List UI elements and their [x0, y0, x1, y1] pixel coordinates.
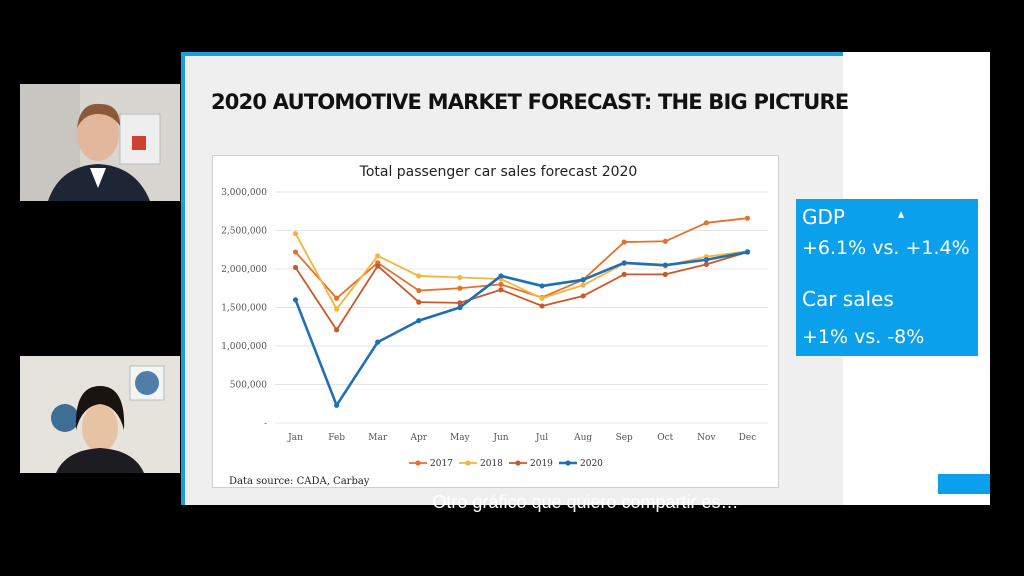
data-point-2020 [457, 304, 463, 311]
data-point-2020 [744, 249, 751, 255]
data-point-2017 [416, 287, 422, 294]
car-sales-label: Car sales [802, 287, 894, 311]
data-point-2018 [539, 295, 545, 301]
data-point-2020 [539, 283, 545, 289]
data-point-2018 [580, 282, 586, 288]
series-line-2017 [294, 217, 748, 300]
data-point-2017 [621, 239, 627, 245]
data-point-2019 [292, 264, 299, 271]
data-point-2020 [621, 260, 627, 266]
y-tick-label: 2,000,000 [221, 265, 267, 275]
data-point-2020 [580, 277, 586, 283]
mouse-cursor-icon [898, 211, 904, 218]
chart-svg: Total passenger car sales forecast 2020 -… [221, 164, 768, 487]
gdp-callout-box: GDP +6.1% vs. +1.4% Car sales +1% vs. -8… [796, 199, 978, 356]
series-line-2019 [294, 251, 748, 331]
x-tick-label: Oct [657, 433, 673, 443]
legend-label-2017: 2017 [430, 459, 453, 469]
x-tick-label: Apr [410, 433, 428, 443]
slide-top-border [181, 52, 843, 56]
x-tick-label: Nov [697, 433, 716, 443]
legend-marker-2019 [515, 460, 521, 466]
data-point-2020 [375, 339, 381, 345]
participant-video-2[interactable] [20, 356, 180, 473]
data-point-2020 [416, 317, 422, 324]
x-tick-label: Jul [535, 433, 548, 443]
data-point-2019 [416, 299, 422, 305]
x-tick-label: Feb [328, 433, 345, 443]
shared-slide: 2020 AUTOMOTIVE MARKET FORECAST: THE BIG… [181, 52, 990, 505]
legend-label-2020: 2020 [580, 459, 603, 469]
data-point-2018 [416, 273, 422, 279]
x-tick-label: Sep [616, 433, 633, 443]
y-tick-label: 3,000,000 [221, 188, 267, 198]
data-point-2017 [744, 215, 751, 221]
legend-marker-2017 [415, 460, 421, 466]
series-line-2020 [294, 250, 748, 407]
x-tick-label: May [450, 433, 471, 443]
x-tick-label: Aug [573, 433, 592, 443]
legend-marker-2020 [565, 460, 571, 466]
caption-subtitle: Otro gráfico que quiero compartir es… [432, 492, 739, 512]
participant-1-image [20, 84, 180, 201]
data-point-2019 [580, 293, 586, 299]
car-sales-value: +1% vs. -8% [802, 326, 925, 348]
x-tick-label: Dec [739, 433, 757, 443]
data-point-2018 [334, 306, 340, 312]
data-point-2018 [375, 253, 381, 259]
participant-2-image [20, 356, 180, 473]
data-point-2017 [457, 285, 463, 291]
data-point-2020 [498, 273, 504, 279]
y-tick-label: 2,500,000 [221, 227, 267, 237]
data-point-2017 [703, 220, 709, 226]
data-point-2019 [621, 271, 627, 277]
participant-video-1[interactable] [20, 84, 180, 201]
data-point-2019 [334, 327, 340, 333]
data-point-2019 [375, 263, 381, 269]
data-point-2019 [498, 287, 504, 293]
data-point-2019 [662, 271, 668, 277]
slide-left-border [181, 52, 185, 505]
slide-accent-block [938, 474, 990, 494]
slide-title: 2020 AUTOMOTIVE MARKET FORECAST: THE BIG… [211, 90, 849, 114]
data-point-2017 [662, 238, 668, 244]
gdp-value: +6.1% vs. +1.4% [802, 237, 970, 259]
data-source-note: Data source: CADA, Carbay [229, 476, 370, 487]
data-point-2017 [292, 249, 299, 255]
legend-label-2019: 2019 [530, 459, 553, 469]
data-point-2018 [292, 230, 299, 237]
y-tick-label: 500,000 [230, 381, 267, 391]
data-point-2020 [662, 262, 668, 268]
y-tick-label: 1,500,000 [221, 304, 267, 314]
legend-label-2018: 2018 [480, 459, 503, 469]
chart-title: Total passenger car sales forecast 2020 [359, 164, 638, 180]
x-tick-label: Mar [368, 433, 388, 443]
sales-forecast-chart: Total passenger car sales forecast 2020 -… [212, 155, 779, 488]
x-tick-label: Jun [492, 433, 508, 443]
data-point-2020 [703, 257, 709, 263]
data-point-2020 [334, 402, 340, 408]
gdp-label: GDP [802, 205, 845, 229]
legend-marker-2018 [465, 460, 471, 466]
data-point-2018 [457, 274, 463, 281]
x-tick-label: Jan [287, 433, 303, 443]
data-point-2017 [334, 295, 340, 301]
data-point-2019 [539, 303, 545, 309]
data-point-2019 [457, 300, 463, 306]
data-point-2020 [292, 297, 299, 303]
y-tick-label: - [264, 419, 267, 429]
y-tick-label: 1,000,000 [221, 342, 267, 352]
data-point-2017 [498, 281, 504, 287]
data-point-2019 [703, 261, 709, 267]
